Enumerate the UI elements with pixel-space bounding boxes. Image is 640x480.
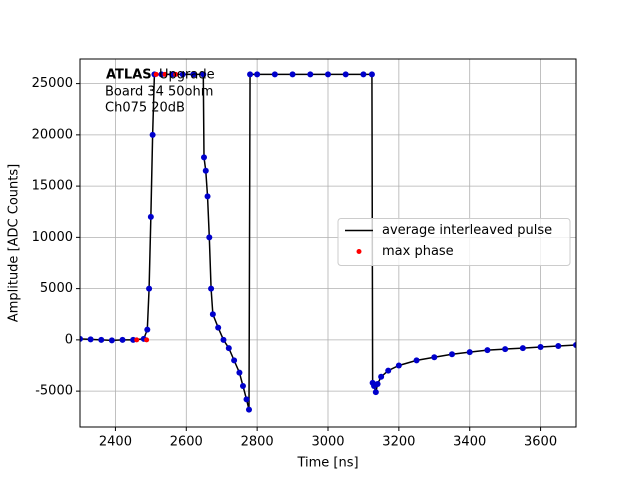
data-point (254, 71, 261, 78)
data-point (215, 324, 222, 331)
plot-area (80, 71, 576, 413)
data-point (289, 71, 296, 78)
x-tick-label: 3200 (382, 435, 415, 450)
data-point (378, 373, 385, 380)
data-point (537, 344, 544, 351)
y-tick-label: -5000 (35, 384, 73, 399)
data-point (243, 396, 250, 403)
data-point (413, 357, 420, 364)
data-point (149, 131, 156, 138)
data-point (466, 349, 473, 356)
data-point (368, 71, 375, 78)
data-point (225, 345, 232, 352)
y-tick-label: 10000 (32, 230, 73, 245)
data-point (134, 337, 140, 343)
legend-label: max phase (382, 244, 454, 259)
data-point (374, 380, 381, 387)
y-tick-label: 20000 (32, 127, 73, 142)
y-axis-label: Amplitude [ADC Counts] (7, 164, 22, 322)
data-point (325, 71, 331, 78)
x-tick-label: 2400 (99, 435, 132, 450)
data-point (173, 71, 179, 77)
data-point (431, 354, 438, 361)
data-point (209, 311, 216, 318)
x-axis-label: Time [ns] (296, 456, 358, 471)
data-point (153, 71, 159, 77)
data-point (372, 389, 379, 396)
y-tick-label: 5000 (40, 281, 73, 296)
data-point (245, 406, 252, 413)
data-point (239, 382, 246, 389)
data-point (307, 71, 314, 78)
data-point (271, 71, 278, 78)
annotation: Upgrade (159, 68, 215, 83)
y-tick-label: 25000 (32, 76, 73, 91)
data-point (360, 71, 367, 78)
x-tick-label: 2600 (170, 435, 203, 450)
y-tick-label: 0 (65, 332, 73, 347)
data-point (87, 336, 94, 343)
legend-swatch (356, 249, 362, 254)
data-point (144, 337, 150, 343)
data-point (449, 351, 455, 358)
data-point (130, 336, 137, 343)
plot-frame (79, 58, 577, 428)
x-tick-label: 2800 (241, 435, 274, 450)
data-point (147, 213, 154, 220)
data-point (204, 193, 211, 200)
data-point (555, 343, 562, 350)
data-point (208, 285, 215, 292)
legend-label: average interleaved pulse (382, 223, 552, 238)
data-point (231, 357, 238, 364)
data-point (201, 154, 207, 161)
data-point (206, 234, 213, 241)
data-point (247, 71, 254, 78)
x-tick-label: 3000 (311, 435, 344, 450)
data-point (502, 346, 509, 353)
legend-box (337, 218, 571, 266)
data-point (220, 336, 227, 343)
y-tick-label: 15000 (32, 179, 73, 194)
data-point (98, 336, 105, 343)
data-point (395, 362, 402, 369)
data-point (202, 167, 209, 174)
data-point (80, 335, 83, 342)
data-point (146, 285, 153, 292)
annotation: Board 34 50ohm (105, 85, 213, 100)
annotation: ATLAS (106, 68, 152, 83)
data-point (119, 336, 126, 343)
data-point (144, 326, 151, 333)
annotation: Ch075 20dB (105, 101, 185, 116)
x-tick-label: 3400 (453, 435, 486, 450)
data-point (573, 341, 576, 348)
data-point (200, 71, 207, 78)
data-point (342, 71, 349, 78)
data-point (162, 71, 168, 77)
data-point (169, 71, 176, 78)
data-point (158, 71, 165, 78)
data-point (519, 345, 526, 352)
data-point (236, 369, 243, 376)
x-tick-label: 3600 (524, 435, 557, 450)
data-point (484, 347, 491, 354)
data-point (190, 71, 197, 78)
data-point (179, 71, 186, 78)
data-point (108, 337, 115, 344)
data-point (385, 367, 392, 374)
